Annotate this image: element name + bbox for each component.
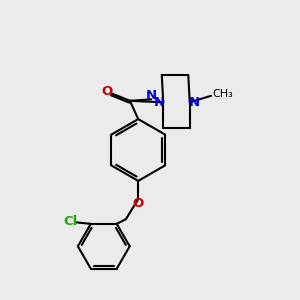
- Text: Cl: Cl: [64, 215, 78, 228]
- Text: O: O: [133, 197, 144, 210]
- Text: N: N: [146, 89, 157, 102]
- Text: CH₃: CH₃: [212, 89, 233, 99]
- Text: O: O: [101, 85, 112, 98]
- Text: N: N: [154, 96, 165, 109]
- Text: N: N: [189, 96, 200, 109]
